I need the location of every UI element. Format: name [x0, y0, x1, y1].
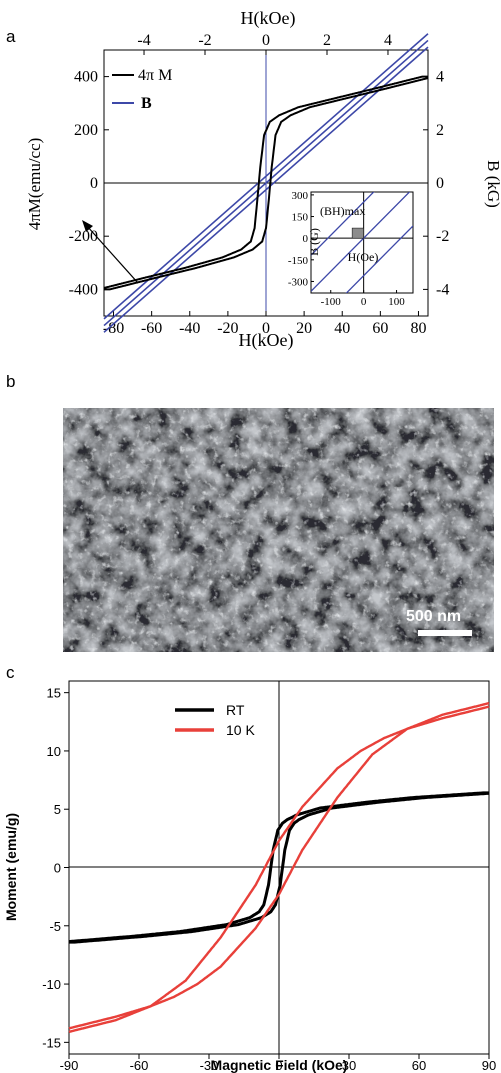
panel-a-x-tick-label: -40: [179, 320, 200, 337]
panel-c-y-tick-label: -15: [42, 1035, 61, 1050]
panel-a-x-tick-label: 0: [262, 320, 270, 337]
panel-a-x-tick-label: 80: [410, 320, 426, 337]
panel-a-x-tick-label: 40: [334, 320, 350, 337]
panel-a-x-tick-label: -80: [103, 320, 124, 337]
panel-c-y-tick-label: 10: [47, 744, 61, 759]
inset-b-line: [311, 192, 375, 256]
panel-a-y-tick-label: 200: [74, 122, 98, 139]
legend-label-10k: 10 K: [226, 722, 255, 738]
panel-c-x-tick-label: 90: [482, 1058, 496, 1073]
panel-a-x-axis-title: H(kOe): [239, 330, 294, 351]
panel-a-right-tick-label: 2: [436, 122, 444, 139]
inset-b-line: [311, 192, 411, 292]
4pim-descending-branch: [103, 75, 428, 289]
panel-c-y-tick-label: -5: [49, 919, 61, 934]
legend-label-4pim: 4π M: [138, 67, 172, 84]
panel-c-x-tick-label: 0: [275, 1058, 282, 1073]
panel-c-y-tick-label: 15: [47, 686, 61, 701]
panel-c-y-tick-label: -10: [42, 977, 61, 992]
panel-a-right-tick-label: -2: [436, 228, 449, 245]
b-curve-branch: [103, 46, 429, 333]
b-curve-branch: [103, 33, 429, 320]
panel-a-top-tick-label: 0: [262, 32, 270, 49]
panel-a-y-tick-label: 400: [74, 69, 98, 86]
10k-descending-branch: [68, 705, 490, 1034]
inset-y-tick-label: -150: [288, 255, 309, 267]
panel-a-y-tick-label: -400: [69, 281, 98, 298]
panel-c-x-axis-title: Magnetic Field (kOe): [211, 1057, 348, 1073]
inset-y-tick-label: 300: [292, 190, 309, 202]
panel-a-right-tick-label: 0: [436, 175, 444, 192]
panel-a-right-axis-title: B (kG): [484, 160, 501, 208]
legend-label-b: B: [141, 95, 152, 112]
legend-label-rt: RT: [226, 702, 245, 718]
panel-a-x-tick-label: 20: [296, 320, 312, 337]
inset-y-title: B (G): [307, 228, 321, 256]
panel-a-top-tick-label: -4: [137, 32, 150, 49]
panel-a-top-axis-title: H(kOe): [241, 8, 296, 29]
panel-c-y-axis-title: Moment (emu/g): [3, 813, 19, 921]
inset-x-tick-label: 0: [361, 296, 367, 308]
panel-c-label: c: [6, 663, 15, 682]
panel-a-right-tick-label: 4: [436, 69, 444, 86]
panel-a-x-tick-label: -20: [217, 320, 238, 337]
panel-a-inset: -300 -150 0 150 300 -100 0 100 (BH)max B (G) H(…: [288, 190, 414, 308]
scale-bar: [418, 630, 472, 636]
panel-a-label: a: [6, 27, 16, 46]
inset-b-line: [345, 225, 413, 293]
inset-y-tick-label: 150: [292, 212, 309, 224]
panel-c-x-tick-label: -90: [60, 1058, 79, 1073]
inset-bhmax-label: (BH)max: [320, 204, 365, 218]
rt-descending-branch: [68, 791, 489, 944]
sem-image: [63, 408, 494, 652]
panel-a-x-tick-label: -60: [141, 320, 162, 337]
panel-c-x-tick-label: 30: [342, 1058, 356, 1073]
inset-x-tick-label: 100: [388, 296, 405, 308]
panel-a-right-tick-label: -4: [436, 281, 449, 298]
inset-x-title: H(Oe): [348, 250, 379, 264]
sem-micrograph-texture: [63, 408, 494, 652]
scale-bar-label: 500 nm: [406, 608, 462, 625]
panel-a-top-tick-label: 2: [323, 32, 331, 49]
inset-bhmax-region: [351, 227, 364, 239]
4pim-ascending-branch: [104, 77, 429, 291]
panel-c-x-tick-label: -30: [200, 1058, 219, 1073]
panel-b-label: b: [6, 372, 16, 391]
annotation-arrow: [82, 220, 139, 284]
panel-a-top-tick-label: -2: [198, 32, 211, 49]
inset-y-tick-label: -300: [288, 276, 309, 288]
panel-a-x-tick-label: 60: [372, 320, 388, 337]
panel-a-y-tick-label: -200: [69, 228, 98, 245]
inset-x-tick-label: -100: [321, 296, 342, 308]
panel-c-x-tick-label: 60: [412, 1058, 426, 1073]
panel-a-top-tick-label: 4: [384, 32, 392, 49]
inset-y-tick-label: 0: [303, 233, 309, 245]
panel-c-y-tick-label: 5: [54, 802, 61, 817]
panel-a-y-axis-title: 4πM(emu/cc): [25, 138, 44, 231]
panel-c-x-tick-label: -60: [130, 1058, 149, 1073]
panel-c-y-tick-label: 0: [54, 861, 61, 876]
panel-a-y-tick-label: 0: [90, 175, 98, 192]
